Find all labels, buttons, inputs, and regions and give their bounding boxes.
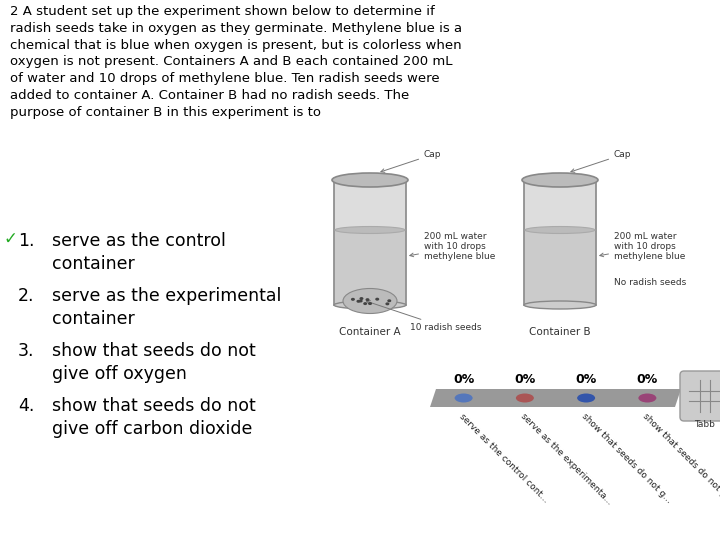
Text: 0%: 0% <box>636 373 658 386</box>
Text: No radish seeds: No radish seeds <box>614 278 686 287</box>
Ellipse shape <box>343 288 397 314</box>
Text: show that seeds do not g...: show that seeds do not g... <box>580 412 673 505</box>
Ellipse shape <box>363 302 367 305</box>
Ellipse shape <box>454 394 472 402</box>
Text: 10 radish seeds: 10 radish seeds <box>366 301 481 332</box>
Ellipse shape <box>525 226 595 233</box>
Text: 1.: 1. <box>18 232 35 250</box>
Ellipse shape <box>639 394 657 402</box>
Text: 2.: 2. <box>18 287 35 305</box>
Text: serve as the control
container: serve as the control container <box>52 232 226 273</box>
Text: 4.: 4. <box>18 397 35 415</box>
Text: Tabb: Tabb <box>695 420 716 429</box>
Bar <box>334 180 406 305</box>
Text: show that seeds do not g...: show that seeds do not g... <box>641 412 720 505</box>
Text: show that seeds do not
give off oxygen: show that seeds do not give off oxygen <box>52 342 256 383</box>
Ellipse shape <box>332 173 408 187</box>
Text: 0%: 0% <box>514 373 536 386</box>
Text: 0%: 0% <box>575 373 597 386</box>
Ellipse shape <box>366 298 369 301</box>
Ellipse shape <box>334 301 406 309</box>
Ellipse shape <box>516 394 534 402</box>
Ellipse shape <box>334 176 406 186</box>
Ellipse shape <box>359 297 364 300</box>
Text: serve as the control cont...: serve as the control cont... <box>457 412 549 504</box>
Text: serve as the experimenta...: serve as the experimenta... <box>518 412 613 507</box>
Text: 2 A student set up the experiment shown below to determine if
radish seeds take : 2 A student set up the experiment shown … <box>10 5 462 119</box>
Ellipse shape <box>577 394 595 402</box>
Bar <box>335 230 405 305</box>
Text: serve as the experimental
container: serve as the experimental container <box>52 287 282 328</box>
Ellipse shape <box>524 176 596 186</box>
Bar <box>525 230 595 305</box>
Ellipse shape <box>385 302 390 305</box>
Text: 200 mL water
with 10 drops
methylene blue: 200 mL water with 10 drops methylene blu… <box>410 232 495 261</box>
Text: show that seeds do not
give off carbon dioxide: show that seeds do not give off carbon d… <box>52 397 256 438</box>
Ellipse shape <box>387 299 391 302</box>
Bar <box>524 180 596 305</box>
Ellipse shape <box>524 301 596 309</box>
Ellipse shape <box>335 226 405 233</box>
Ellipse shape <box>359 300 363 302</box>
Text: 0%: 0% <box>453 373 474 386</box>
FancyBboxPatch shape <box>680 371 720 421</box>
Polygon shape <box>430 389 681 407</box>
Text: Cap: Cap <box>571 150 631 172</box>
Text: Container A: Container A <box>339 327 401 337</box>
Text: 3.: 3. <box>18 342 35 360</box>
Ellipse shape <box>522 173 598 187</box>
Text: Cap: Cap <box>381 150 441 172</box>
Ellipse shape <box>368 302 372 305</box>
Ellipse shape <box>351 298 355 301</box>
Text: 200 mL water
with 10 drops
methylene blue: 200 mL water with 10 drops methylene blu… <box>600 232 685 261</box>
Ellipse shape <box>356 300 361 303</box>
Text: Container B: Container B <box>529 327 591 337</box>
Text: ✓: ✓ <box>4 230 18 248</box>
Ellipse shape <box>375 298 379 301</box>
